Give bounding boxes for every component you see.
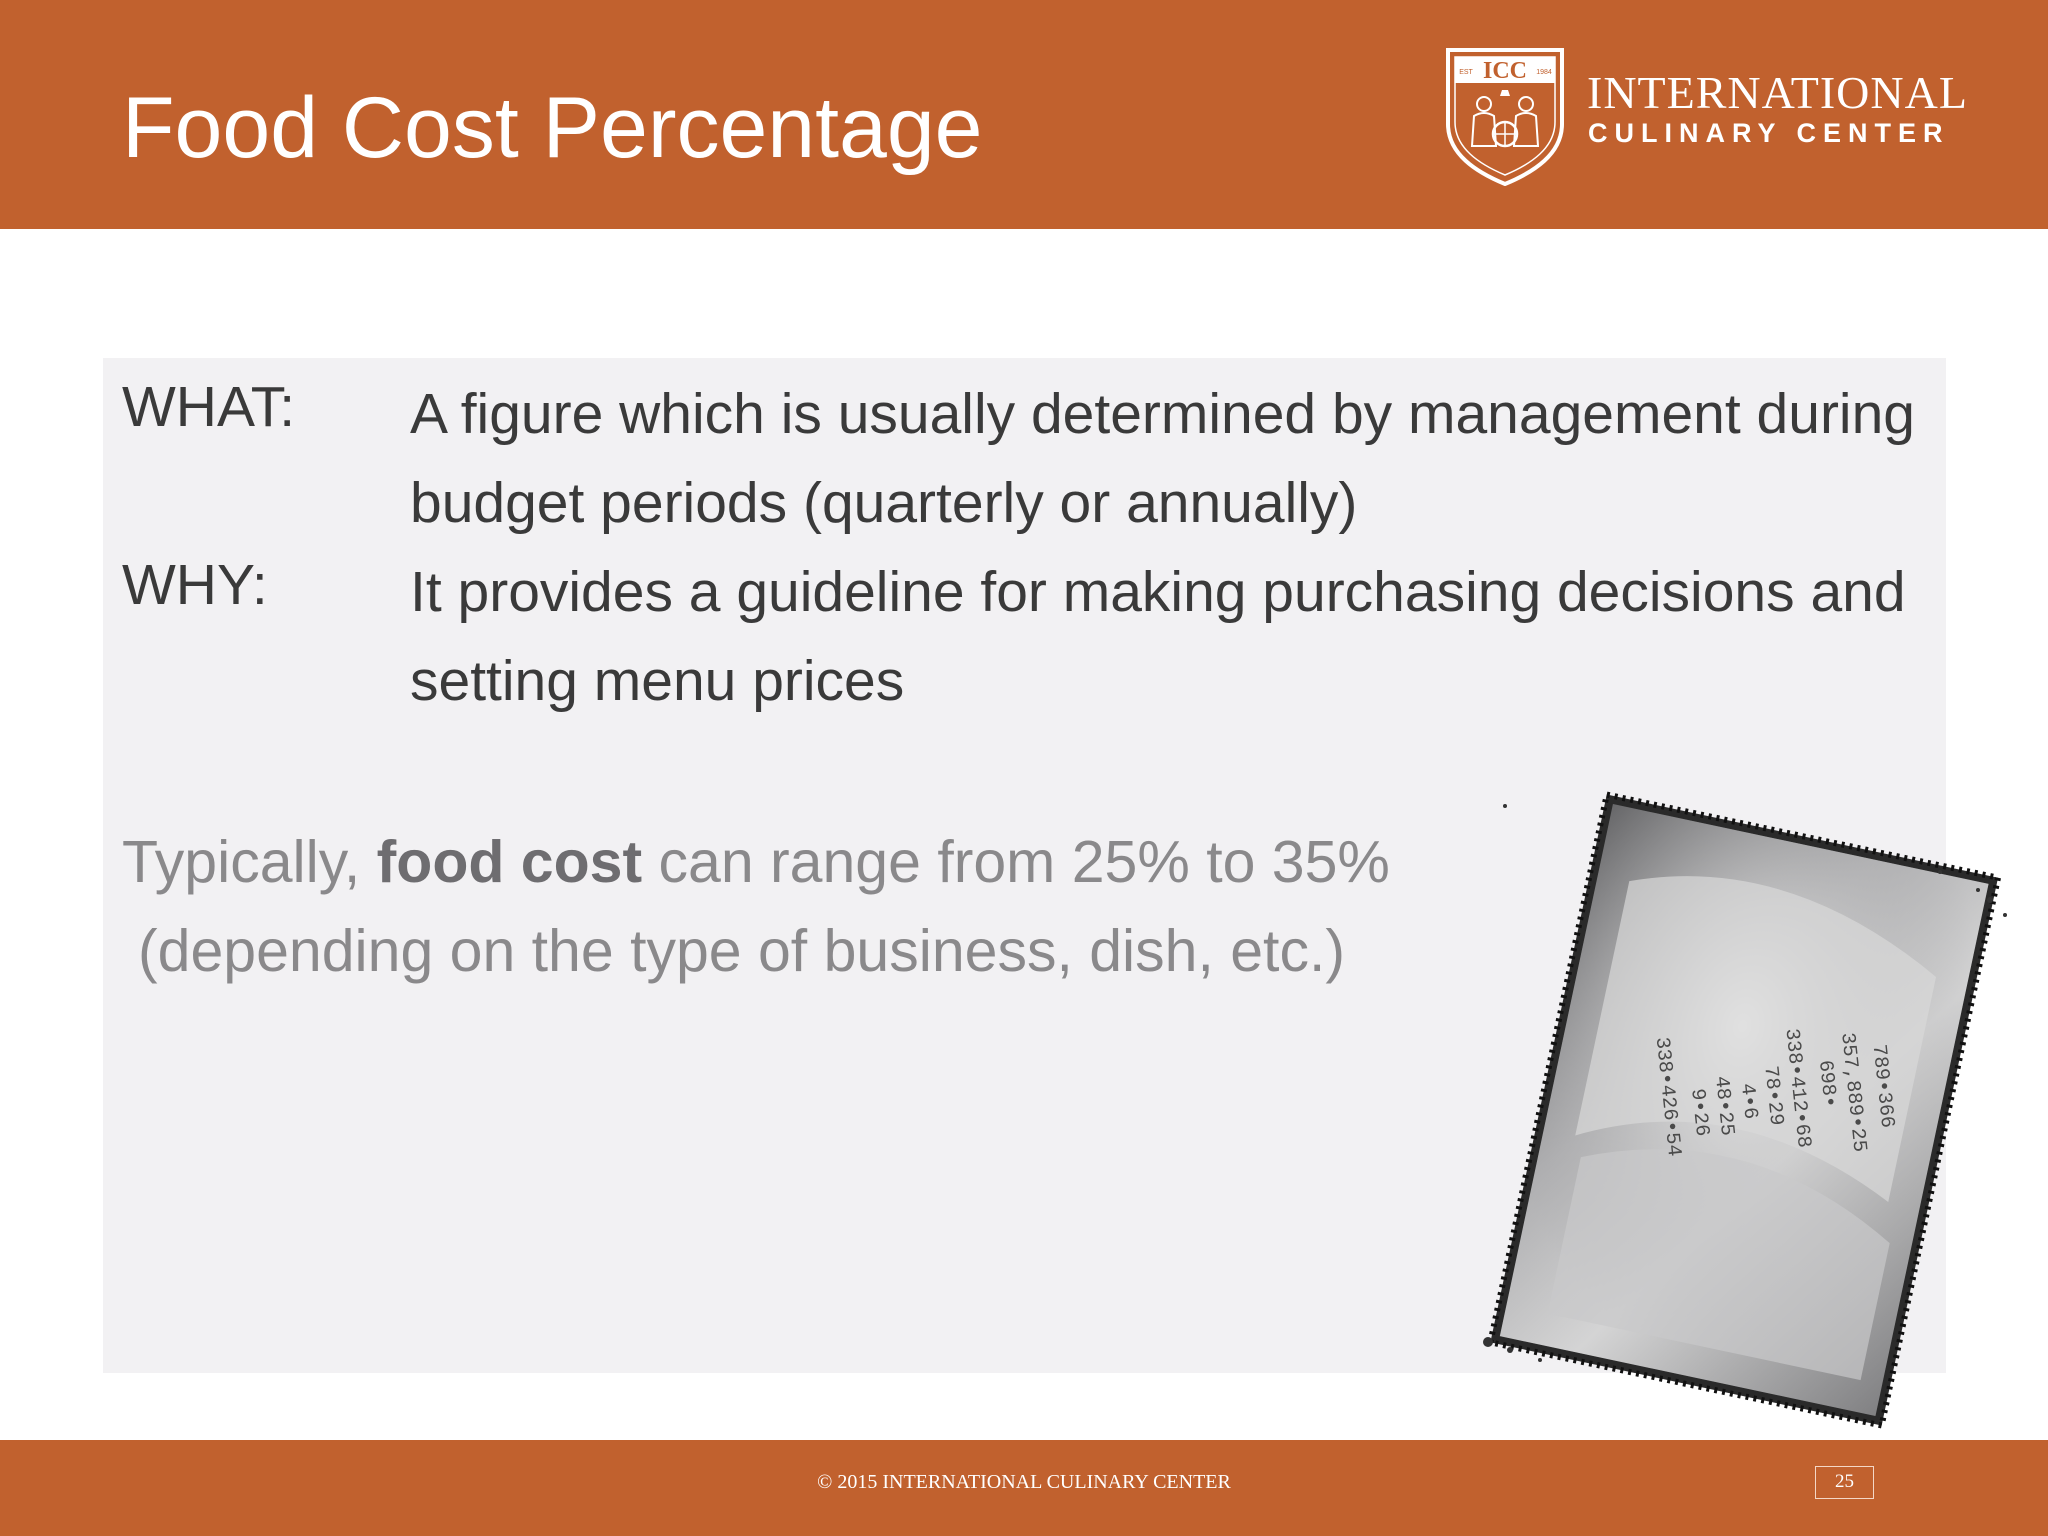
copyright-text: © 2015 INTERNATIONAL CULINARY CENTER bbox=[817, 1471, 1231, 1493]
svg-text:1984: 1984 bbox=[1536, 69, 1552, 76]
svg-text:698•: 698• bbox=[1813, 1059, 1841, 1109]
footer-bar bbox=[0, 1440, 2048, 1536]
note-bold-term: food cost bbox=[376, 829, 643, 895]
receipt-photo: 789•366 357,889•25 698• 338•412•68 78•29… bbox=[1483, 790, 2007, 1457]
svg-text:EST: EST bbox=[1459, 69, 1473, 76]
food-cost-note-line1: Typically, food cost can range from 25% … bbox=[122, 818, 1390, 907]
slide-title: Food Cost Percentage bbox=[122, 80, 983, 176]
what-text: A figure which is usually determined by … bbox=[410, 382, 1915, 535]
why-label: WHY: bbox=[122, 553, 268, 617]
note-suffix: can range from 25% to 35% bbox=[642, 829, 1390, 895]
logo-wordmark-line1: INTERNATIONAL bbox=[1587, 67, 1968, 118]
header-bar bbox=[0, 0, 2048, 229]
page-number: 25 bbox=[1815, 1466, 1874, 1499]
svg-text:9•26: 9•26 bbox=[1685, 1087, 1713, 1137]
svg-text:ICC: ICC bbox=[1483, 58, 1527, 84]
what-label: WHAT: bbox=[122, 375, 296, 439]
why-text: It provides a guideline for making purch… bbox=[410, 560, 1906, 713]
food-cost-note-line2: (depending on the type of business, dish… bbox=[138, 918, 1345, 984]
food-cost-note: Typically, food cost can range from 25% … bbox=[122, 818, 1390, 996]
logo-wordmark-line2: CULINARY CENTER bbox=[1588, 118, 1950, 148]
icc-shield-logo-icon: ICC EST 1984 bbox=[1446, 48, 1564, 186]
svg-text:4•6: 4•6 bbox=[1735, 1082, 1762, 1120]
note-prefix: Typically, bbox=[122, 829, 377, 895]
